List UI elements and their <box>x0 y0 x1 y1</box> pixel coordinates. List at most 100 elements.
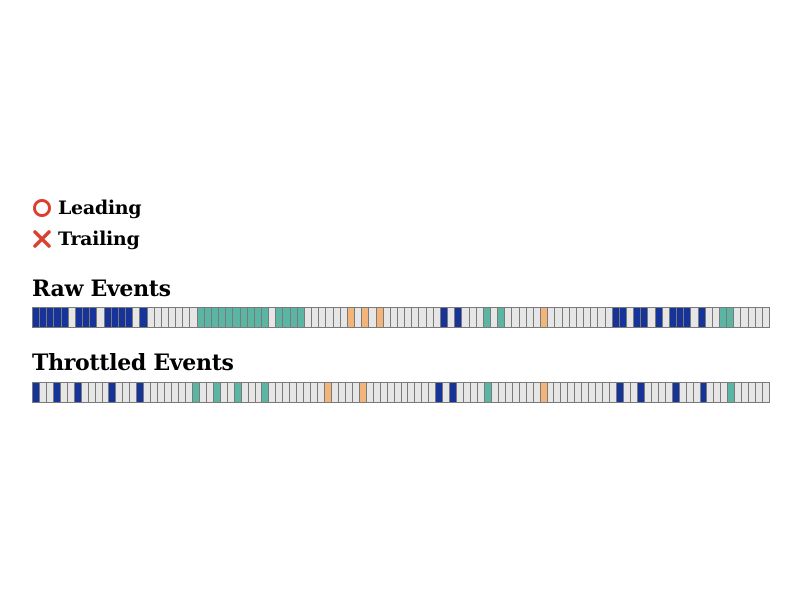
raw-event-cell-teal <box>297 307 305 328</box>
throttled-event-cell-empty <box>158 382 166 403</box>
throttled-event-cell-empty <box>179 382 186 403</box>
raw-event-cell-empty <box>147 307 155 328</box>
raw-event-cell-empty <box>390 307 398 328</box>
raw-event-cell-blue <box>83 307 91 328</box>
throttled-events-title: Throttled Events <box>32 350 234 376</box>
throttled-event-cell-empty <box>519 382 527 403</box>
throttled-events-track <box>32 382 771 403</box>
throttled-event-cell-empty <box>401 382 409 403</box>
raw-event-cell-empty <box>562 307 570 328</box>
throttled-event-cell-empty <box>172 382 180 403</box>
throttled-event-cell-empty <box>422 382 430 403</box>
raw-event-cell-teal <box>720 307 728 328</box>
raw-event-cell-empty <box>326 307 334 328</box>
raw-event-cell-empty <box>548 307 556 328</box>
throttled-event-cell-empty <box>443 382 451 403</box>
raw-event-cell-teal <box>204 307 212 328</box>
throttled-event-cell-empty <box>304 382 312 403</box>
raw-event-cell-empty <box>755 307 763 328</box>
throttled-event-cell-empty <box>123 382 131 403</box>
raw-event-cell-teal <box>219 307 227 328</box>
raw-event-cell-empty <box>605 307 613 328</box>
throttled-event-cell-teal <box>213 382 221 403</box>
raw-events-track <box>32 307 771 328</box>
throttled-event-cell-empty <box>283 382 291 403</box>
throttled-event-cell-empty <box>512 382 520 403</box>
throttled-event-cell-empty <box>547 382 555 403</box>
raw-event-cell-orange <box>541 307 549 328</box>
throttled-event-cell-empty <box>199 382 207 403</box>
raw-event-cell-teal <box>247 307 255 328</box>
throttled-event-cell-empty <box>526 382 534 403</box>
throttled-event-cell-empty <box>297 382 305 403</box>
raw-event-cell-empty <box>512 307 520 328</box>
throttled-event-cell-blue <box>637 382 645 403</box>
throttled-event-cell-empty <box>255 382 263 403</box>
throttled-event-cell-empty <box>721 382 729 403</box>
throttled-event-cell-empty <box>644 382 652 403</box>
raw-event-cell-empty <box>576 307 585 328</box>
throttled-event-cell-blue <box>672 382 680 403</box>
throttled-event-cell-empty <box>554 382 562 403</box>
raw-event-cell-blue <box>126 307 134 328</box>
raw-event-cell-blue <box>641 307 649 328</box>
raw-event-cell-empty <box>519 307 527 328</box>
raw-event-cell-blue <box>619 307 627 328</box>
throttled-event-cell-empty <box>714 382 722 403</box>
raw-event-cell-blue <box>111 307 119 328</box>
raw-event-cell-blue <box>47 307 55 328</box>
legend-label: Leading <box>58 196 142 219</box>
throttled-event-cell-empty <box>568 382 576 403</box>
raw-event-cell-empty <box>133 307 141 328</box>
throttled-event-cell-empty <box>331 382 339 403</box>
throttled-event-cell-empty <box>735 382 743 403</box>
raw-event-cell-empty <box>397 307 406 328</box>
throttled-event-cell-empty <box>116 382 124 403</box>
raw-event-cell-empty <box>741 307 749 328</box>
circle-icon <box>33 198 51 217</box>
throttled-event-cell-empty <box>185 382 193 403</box>
throttled-event-cell-empty <box>589 382 597 403</box>
raw-event-cell-empty <box>626 307 635 328</box>
throttled-event-cell-empty <box>533 382 541 403</box>
throttled-event-cell-empty <box>749 382 757 403</box>
raw-event-cell-orange <box>376 307 384 328</box>
raw-event-cell-teal <box>233 307 241 328</box>
raw-event-cell-empty <box>426 307 434 328</box>
throttled-event-cell-empty <box>478 382 485 403</box>
throttled-event-cell-empty <box>408 382 416 403</box>
throttled-event-cell-empty <box>498 382 506 403</box>
raw-event-cell-empty <box>319 307 327 328</box>
raw-event-cell-teal <box>197 307 205 328</box>
raw-event-cell-blue <box>634 307 642 328</box>
throttled-event-cell-blue <box>53 382 61 403</box>
raw-event-cell-blue <box>698 307 706 328</box>
raw-event-cell-empty <box>168 307 177 328</box>
raw-event-cell-blue <box>612 307 620 328</box>
throttled-event-cell-blue <box>109 382 117 403</box>
raw-event-cell-empty <box>304 307 313 328</box>
throttled-event-cell-empty <box>491 382 499 403</box>
throttled-event-cell-orange <box>325 382 332 403</box>
throttled-event-cell-empty <box>130 382 138 403</box>
raw-event-cell-empty <box>462 307 470 328</box>
raw-event-cell-empty <box>591 307 599 328</box>
throttled-event-cell-empty <box>227 382 235 403</box>
throttled-event-cell-empty <box>457 382 465 403</box>
raw-event-cell-empty <box>340 307 348 328</box>
throttled-event-cell-blue <box>436 382 444 403</box>
raw-event-cell-empty <box>383 307 391 328</box>
throttled-event-cell-empty <box>471 382 478 403</box>
throttled-event-cell-empty <box>505 382 513 403</box>
raw-event-cell-empty <box>662 307 670 328</box>
throttled-event-cell-empty <box>763 382 771 403</box>
raw-event-cell-empty <box>705 307 713 328</box>
throttled-event-cell-empty <box>290 382 298 403</box>
raw-event-cell-blue <box>140 307 148 328</box>
raw-event-cell-empty <box>748 307 756 328</box>
raw-event-cell-empty <box>569 307 577 328</box>
raw-event-cell-empty <box>269 307 277 328</box>
throttled-event-cell-empty <box>151 382 159 403</box>
throttled-event-cell-empty <box>464 382 472 403</box>
throttled-event-cell-orange <box>540 382 548 403</box>
